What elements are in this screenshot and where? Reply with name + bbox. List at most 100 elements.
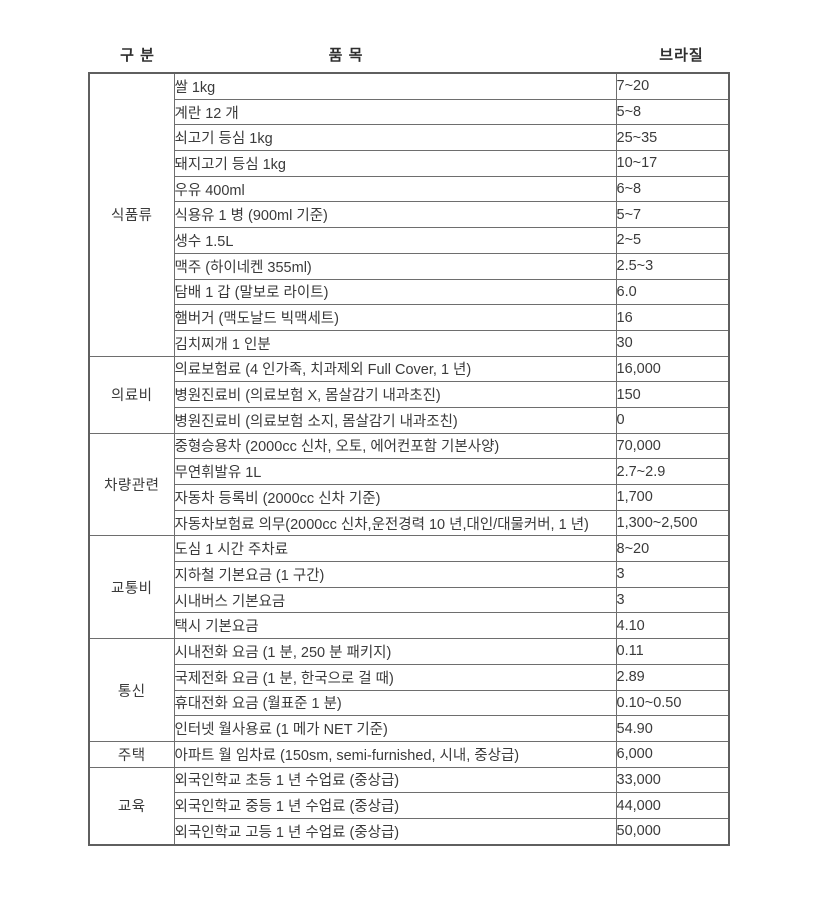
item-cell: 외국인학교 초등 1 년 수업료 (중상급)	[173, 766, 617, 794]
value-cell: 2~5	[615, 227, 730, 254]
table-row: 병원진료비 (의료보험 소지, 몸살감기 내과조친) 0	[89, 406, 730, 434]
category-cell: 차량관련	[88, 432, 175, 537]
item-cell: 식용유 1 병 (900ml 기준)	[173, 201, 617, 229]
category-cell: 주택	[88, 740, 175, 768]
table-header-row: 구 분 품 목 브라질	[88, 44, 728, 65]
value-cell: 150	[615, 381, 730, 408]
table-row: 차량관련 중형승용차 (2000cc 신차, 오토, 에어컨포함 기본사양) 7…	[88, 432, 730, 537]
table-row: 택시 기본요금 4.10	[89, 612, 730, 640]
table-row: 우유 400ml 6~8	[89, 175, 730, 203]
value-cell: 1,700	[615, 484, 730, 511]
header-brazil-label: 브라질	[659, 47, 704, 64]
item-cell: 쌀 1kg	[173, 72, 617, 100]
item-cell: 도심 1 시간 주차료	[173, 535, 617, 563]
value-cell: 33,000	[615, 766, 730, 794]
value-cell: 2.7~2.9	[615, 458, 730, 485]
table-row: 휴대전화 요금 (월표준 1 분) 0.10~0.50	[89, 689, 730, 717]
item-cell: 햄버거 (맥도날드 빅맥세트)	[173, 304, 617, 331]
table-row: 지하철 기본요금 (1 구간) 3	[89, 561, 730, 588]
table-row: 쇠고기 등심 1kg 25~35	[89, 124, 730, 152]
value-cell: 16,000	[615, 355, 730, 383]
value-cell: 0.11	[615, 638, 730, 665]
table-row: 교육 외국인학교 초등 1 년 수업료 (중상급) 33,000	[88, 766, 730, 846]
value-cell: 6~8	[615, 175, 730, 203]
item-cell: 의료보험료 (4 인가족, 치과제외 Full Cover, 1 년)	[173, 355, 617, 383]
value-cell: 50,000	[615, 817, 730, 846]
item-cell: 자동차보험료 의무(2000cc 신차,운전경력 10 년,대인/대물커버, 1…	[173, 509, 617, 537]
value-cell: 5~7	[615, 201, 730, 229]
value-cell: 10~17	[615, 150, 730, 177]
value-cell: 16	[615, 304, 730, 331]
table-row: 식품류 쌀 1kg 7~20	[88, 72, 730, 357]
table-row: 교통비 도심 1 시간 주차료 8~20	[88, 535, 730, 640]
item-cell: 돼지고기 등심 1kg	[173, 150, 617, 177]
item-cell: 중형승용차 (2000cc 신차, 오토, 에어컨포함 기본사양)	[173, 432, 617, 460]
value-cell: 8~20	[615, 535, 730, 563]
value-cell: 25~35	[615, 124, 730, 152]
table-row: 인터넷 월사용료 (1 메가 NET 기준) 54.90	[89, 715, 730, 742]
table-row: 돼지고기 등심 1kg 10~17	[89, 150, 730, 177]
item-cell: 지하철 기본요금 (1 구간)	[173, 561, 617, 588]
category-cell: 교육	[88, 766, 175, 846]
table-row: 햄버거 (맥도날드 빅맥세트) 16	[89, 304, 730, 331]
item-cell: 아파트 월 임차료 (150sm, semi-furnished, 시내, 중상…	[173, 740, 617, 768]
category-cell: 교통비	[88, 535, 175, 640]
table-row: 주택 아파트 월 임차료 (150sm, semi-furnished, 시내,…	[88, 740, 730, 768]
item-cell: 인터넷 월사용료 (1 메가 NET 기준)	[173, 715, 617, 742]
value-cell: 2.89	[615, 663, 730, 691]
value-cell: 6.0	[615, 278, 730, 306]
value-cell: 4.10	[615, 612, 730, 640]
value-cell: 5~8	[615, 98, 730, 126]
item-cell: 시내버스 기본요금	[173, 586, 617, 614]
item-cell: 시내전화 요금 (1 분, 250 분 패키지)	[173, 638, 617, 665]
table-row: 자동차 등록비 (2000cc 신차 기준) 1,700	[89, 484, 730, 511]
item-cell: 국제전화 요금 (1 분, 한국으로 걸 때)	[173, 663, 617, 691]
value-cell: 0	[615, 406, 730, 434]
item-cell: 계란 12 개	[173, 98, 617, 126]
value-cell: 1,300~2,500	[615, 509, 730, 537]
table-row: 국제전화 요금 (1 분, 한국으로 걸 때) 2.89	[89, 663, 730, 691]
item-cell: 병원진료비 (의료보험 X, 몸살감기 내과초진)	[173, 381, 617, 408]
item-cell: 택시 기본요금	[173, 612, 617, 640]
table-row: 담배 1 갑 (말보로 라이트) 6.0	[89, 278, 730, 306]
table-row: 식용유 1 병 (900ml 기준) 5~7	[89, 201, 730, 229]
value-cell: 2.5~3	[615, 252, 730, 280]
item-cell: 병원진료비 (의료보험 소지, 몸살감기 내과조친)	[173, 406, 617, 434]
table-row: 시내버스 기본요금 3	[89, 586, 730, 614]
value-cell: 7~20	[615, 72, 730, 100]
item-cell: 김치찌개 1 인분	[173, 329, 617, 357]
category-cell: 식품류	[88, 72, 175, 357]
table-row: 계란 12 개 5~8	[89, 98, 730, 126]
table-row: 생수 1.5L 2~5	[89, 227, 730, 254]
table-row: 외국인학교 고등 1 년 수업료 (중상급) 50,000	[89, 817, 730, 846]
item-cell: 자동차 등록비 (2000cc 신차 기준)	[173, 484, 617, 511]
item-cell: 외국인학교 중등 1 년 수업료 (중상급)	[173, 792, 617, 819]
table-row: 외국인학교 중등 1 년 수업료 (중상급) 44,000	[89, 792, 730, 819]
item-cell: 휴대전화 요금 (월표준 1 분)	[173, 689, 617, 717]
item-cell: 무연휘발유 1L	[173, 458, 617, 485]
item-cell: 쇠고기 등심 1kg	[173, 124, 617, 152]
item-cell: 담배 1 갑 (말보로 라이트)	[173, 278, 617, 306]
table-row: 무연휘발유 1L 2.7~2.9	[89, 458, 730, 485]
value-cell: 70,000	[615, 432, 730, 460]
item-cell: 생수 1.5L	[173, 227, 617, 254]
value-cell: 6,000	[615, 740, 730, 768]
table-row: 자동차보험료 의무(2000cc 신차,운전경력 10 년,대인/대물커버, 1…	[89, 509, 730, 537]
header-item-label: 품 목	[328, 47, 364, 64]
value-cell: 3	[615, 586, 730, 614]
value-cell: 30	[615, 329, 730, 357]
category-cell: 통신	[88, 638, 175, 742]
value-cell: 3	[615, 561, 730, 588]
table-row: 통신 시내전화 요금 (1 분, 250 분 패키지) 0.11	[88, 638, 730, 742]
value-cell: 54.90	[615, 715, 730, 742]
price-table: 식품류 쌀 1kg 7~20 계란 12 개 5~8 쇠고기 등심 1kg 25…	[88, 72, 730, 846]
table-row: 맥주 (하이네켄 355ml) 2.5~3	[89, 252, 730, 280]
item-cell: 우유 400ml	[173, 175, 617, 203]
value-cell: 0.10~0.50	[615, 689, 730, 717]
category-cell: 의료비	[88, 355, 175, 434]
table-row: 병원진료비 (의료보험 X, 몸살감기 내과초진) 150	[89, 381, 730, 408]
header-category-label: 구 분	[120, 47, 155, 64]
item-cell: 맥주 (하이네켄 355ml)	[173, 252, 617, 280]
table-row: 김치찌개 1 인분 30	[89, 329, 730, 357]
